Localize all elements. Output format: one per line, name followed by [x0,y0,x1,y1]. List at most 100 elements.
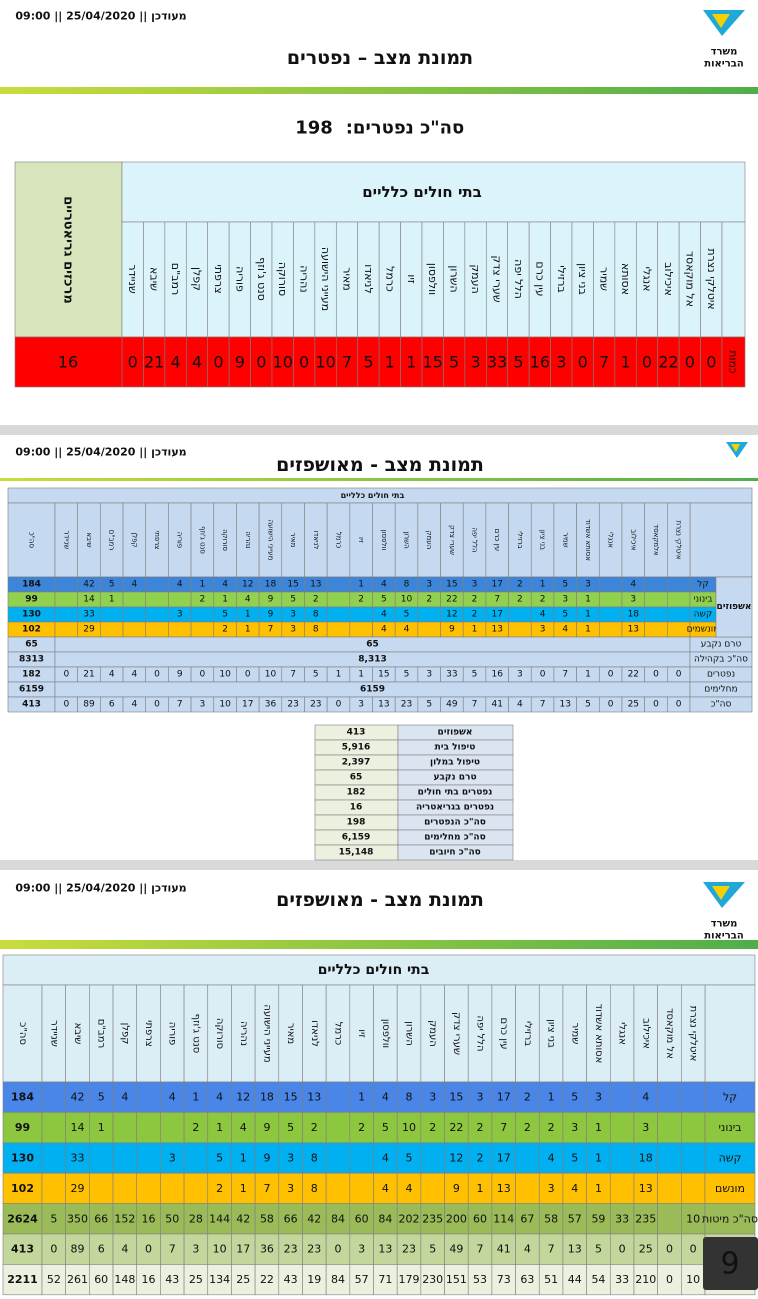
value: 16 [142,1273,156,1286]
total-header: סה"כ [28,532,36,548]
value: 5 [404,610,410,620]
label-cell [704,1081,756,1113]
value: 0 [50,1243,57,1256]
value: 5 [406,1152,413,1165]
value: 67 [520,1212,534,1225]
hospital-name: עין כרם [493,529,501,551]
hospital-name: קפלן [191,267,204,291]
value: 4 [524,1243,531,1256]
value-cell [515,1172,540,1204]
value: 0 [154,700,160,710]
summary-label: טרם נקבע [433,773,476,783]
value: 0 [676,700,682,710]
value: 13 [560,700,571,710]
value: 49 [449,1243,463,1256]
value: 1 [216,1121,223,1134]
total-label: סה"כ נפטרים: [346,118,465,139]
group-label: אשפוזים [717,602,752,612]
value: 33 [487,353,507,372]
value: 1 [595,1152,602,1165]
value: 84 [378,1212,392,1225]
value: 33 [615,1273,629,1286]
value: 0 [666,1273,673,1286]
value: 84 [331,1273,345,1286]
value: 1 [200,580,206,590]
value: 12 [446,610,457,620]
value: 58 [260,1212,274,1225]
value-cell [190,606,215,623]
value: 42 [307,1212,321,1225]
value: 10 [213,1243,227,1256]
value: 5 [472,670,478,680]
value: 2 [200,595,206,605]
value: 53 [473,1273,487,1286]
value: 2 [540,595,546,605]
value-cell [349,1172,374,1204]
value-cell [681,1172,706,1204]
value: 23 [402,1243,416,1256]
value: 3 [169,1152,176,1165]
value: 1 [385,353,395,372]
value: 9 [453,1182,460,1195]
slide-title: תמונת מצב - מאושפזים [276,889,484,911]
value: 5 [513,353,523,372]
hospital-name: סנט ג'וזף [255,257,268,301]
value: 17 [236,1243,250,1256]
hospital-name: שניידר [126,264,139,294]
row-label: מונשמים [687,625,720,635]
summary-label: סה"כ חיובים [429,848,481,858]
merged-value: 8,313 [358,655,386,665]
row-label: כמות [727,350,740,374]
hospital-name: שערי צדק [448,525,456,555]
label-cell [704,1112,756,1144]
total-cell [2,1112,43,1144]
value: 3 [517,670,523,680]
value: 25 [639,1243,653,1256]
summary-value: 5,916 [342,743,370,753]
value: 21 [144,353,164,372]
value: 3 [290,610,296,620]
value: 0 [213,353,223,372]
value: 23 [287,700,298,710]
value: 33 [615,1212,629,1225]
hospital-name: פוריה [167,1022,178,1045]
value-cell [183,1142,209,1174]
value: 41 [497,1243,511,1256]
updated-time: מעודכן || 25/04/2020 || 09:00 [15,882,186,895]
slide-title: תמונת מצב - מאושפזים [276,454,484,476]
value: 3 [429,1091,436,1104]
row-label: מונשם [715,1182,745,1195]
value: 17 [497,1152,511,1165]
merged-value: 65 [366,640,379,650]
value-cell [667,576,691,593]
hospital-name: אל מוקאסד [683,251,696,307]
value: 13 [492,625,503,635]
value: 4 [548,1152,555,1165]
summary-label: טיפול במלון [430,758,480,768]
value-cell [508,621,532,638]
hospital-name: הלל יפה [471,527,479,552]
hospital-name: איטלקי נצרת [675,520,683,559]
value-cell [54,606,78,623]
value: 9 [263,1121,270,1134]
value: 73 [497,1273,511,1286]
value: 1 [585,670,591,680]
hospital-name: שערי צדק [491,255,504,302]
hospital-name: עין כרם [498,1018,509,1050]
hospital-name: מעייני הישועה [266,520,274,561]
value: 7 [290,670,296,680]
hospital-name: השרון [403,531,411,548]
value: 89 [71,1243,85,1256]
value: 8 [313,610,319,620]
hospital-name: כרמל [383,266,396,292]
value: 7 [169,1243,176,1256]
value-cell [681,1112,706,1144]
value: 2 [472,595,478,605]
value: 235 [422,1212,443,1225]
value: 4 [132,670,138,680]
hospital-name: הלל יפה [512,259,525,299]
value: 3 [287,1152,294,1165]
value: 0 [608,700,614,710]
value: 1 [477,1182,484,1195]
value: 350 [67,1212,88,1225]
